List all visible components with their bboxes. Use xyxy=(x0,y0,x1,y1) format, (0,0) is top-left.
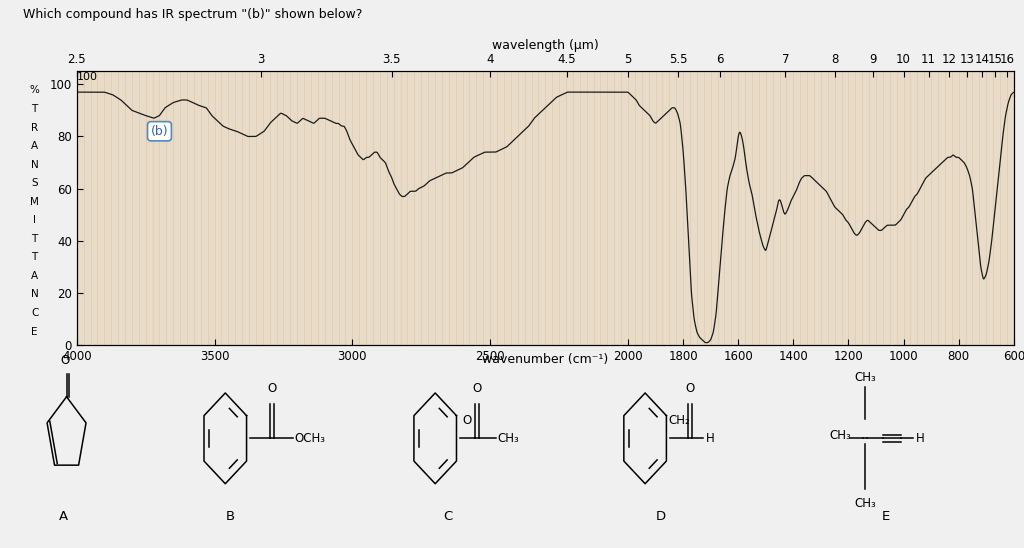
Text: D: D xyxy=(655,510,666,523)
Text: CH₃: CH₃ xyxy=(829,429,851,442)
Text: wavenumber (cm⁻¹): wavenumber (cm⁻¹) xyxy=(481,353,608,367)
Text: 100: 100 xyxy=(77,72,98,82)
Text: S: S xyxy=(32,178,38,188)
Text: N: N xyxy=(31,289,39,299)
Text: A: A xyxy=(31,271,38,281)
Text: CH₂: CH₂ xyxy=(668,414,690,427)
Text: A: A xyxy=(31,141,38,151)
Text: H: H xyxy=(915,432,925,445)
X-axis label: wavelength (μm): wavelength (μm) xyxy=(492,39,599,52)
Text: M: M xyxy=(30,197,39,207)
Text: O: O xyxy=(60,355,70,368)
Text: CH₃: CH₃ xyxy=(854,370,877,384)
Text: Which compound has IR spectrum "(b)" shown below?: Which compound has IR spectrum "(b)" sho… xyxy=(23,8,361,21)
Text: A: A xyxy=(59,510,68,523)
Text: E: E xyxy=(882,510,890,523)
Text: C: C xyxy=(31,308,38,318)
Text: H: H xyxy=(706,432,715,445)
Text: (b): (b) xyxy=(151,125,168,138)
Text: R: R xyxy=(31,123,38,133)
Text: CH₃: CH₃ xyxy=(498,432,519,445)
Text: O: O xyxy=(463,414,472,427)
Text: N: N xyxy=(31,159,39,170)
Text: E: E xyxy=(32,327,38,336)
Text: T: T xyxy=(32,104,38,114)
Text: O: O xyxy=(472,382,481,395)
Text: T: T xyxy=(32,252,38,262)
Text: CH₃: CH₃ xyxy=(854,497,877,510)
Text: OCH₃: OCH₃ xyxy=(295,432,326,445)
Text: O: O xyxy=(267,382,276,395)
Text: %: % xyxy=(30,85,40,95)
Text: C: C xyxy=(442,510,453,523)
Text: T: T xyxy=(32,234,38,244)
Text: B: B xyxy=(226,510,234,523)
Text: O: O xyxy=(685,382,694,395)
Text: I: I xyxy=(33,215,36,225)
